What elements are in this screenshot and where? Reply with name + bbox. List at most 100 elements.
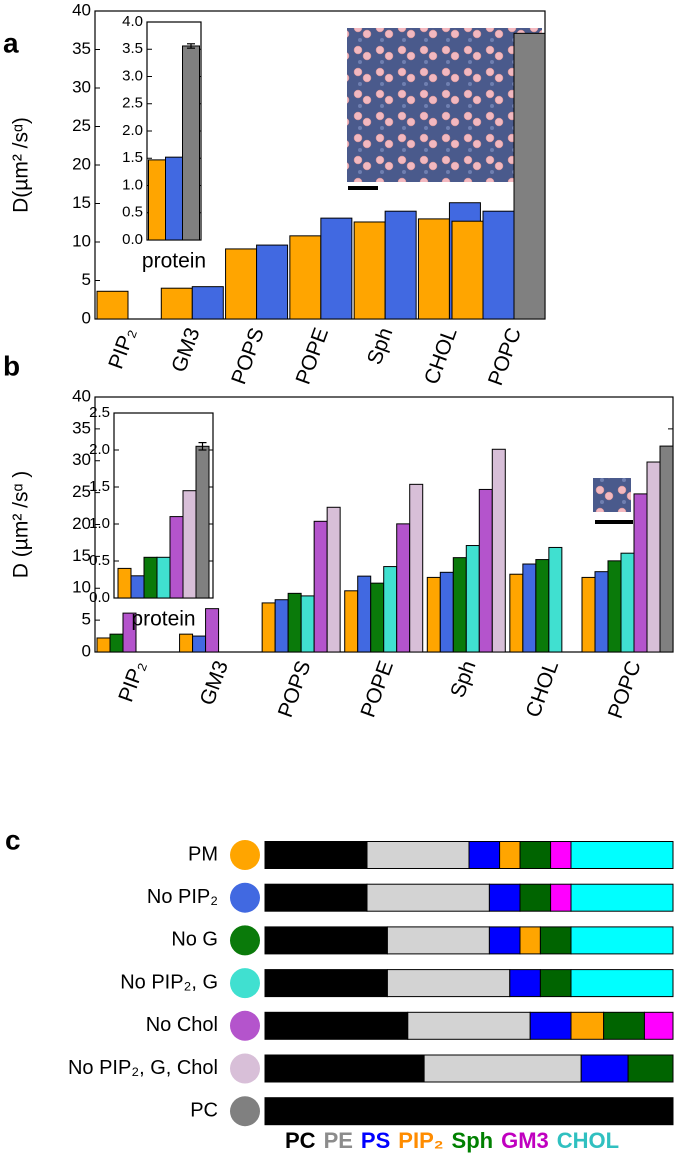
bar [451, 220, 484, 320]
bar [384, 210, 417, 320]
bar [581, 576, 596, 653]
row-label: PM [188, 843, 218, 865]
bar [522, 563, 537, 653]
condition-marker [230, 1096, 260, 1127]
x-tick-label: POPE [356, 658, 398, 721]
x-tick-label: POPS [274, 658, 316, 721]
x-tick-label: POPC [604, 658, 646, 722]
x-tick-label: CHOL [420, 325, 462, 388]
bar [256, 244, 289, 320]
bar [426, 576, 441, 653]
x-tick-label: GM3 [167, 325, 204, 376]
row-label: PC [190, 1099, 218, 1121]
composition-segment [488, 883, 521, 912]
composition-segment [423, 1054, 582, 1083]
condition-marker [230, 840, 260, 870]
y-tick-label: 20 [72, 154, 91, 173]
bar [165, 156, 183, 241]
x-tick-label: PIP₂ [104, 325, 140, 372]
bar [548, 546, 563, 653]
x-tick-label: POPS [227, 325, 269, 388]
y-tick-label: 25 [72, 116, 91, 135]
y-tick-label: 1.5 [89, 478, 110, 495]
composition-segment [643, 1011, 674, 1040]
bar [130, 575, 145, 599]
bar [326, 506, 341, 653]
bar [117, 567, 132, 599]
y-tick-label: 30 [72, 77, 91, 96]
y-tick-label: 40 [72, 0, 91, 19]
bar [179, 633, 194, 653]
y-tick-label: 15 [72, 546, 91, 565]
legend-label: PC [285, 1128, 316, 1153]
panel-label: b [3, 350, 20, 381]
bar [148, 159, 166, 241]
bar [409, 483, 424, 653]
bar [195, 445, 210, 599]
composition-segment [519, 841, 552, 869]
x-tick-label: Sph [446, 658, 480, 701]
y-tick-label: 2.0 [122, 122, 143, 139]
composition-segment [264, 969, 388, 998]
bar [513, 32, 546, 320]
condition-marker [230, 1010, 260, 1041]
bar [646, 461, 661, 653]
condition-marker [230, 1053, 260, 1084]
bar [96, 637, 111, 653]
y-tick-label: 0 [82, 641, 91, 660]
composition-segment [386, 969, 511, 998]
row-label: No PIP₂ [147, 886, 218, 908]
bar [192, 635, 207, 653]
bar [182, 45, 200, 241]
y-tick-label: 25 [72, 482, 91, 501]
bar [417, 218, 450, 320]
y-tick-label: 2.5 [89, 404, 110, 421]
bar [261, 602, 276, 653]
bar [659, 445, 674, 653]
y-axis-label: D(µm² /sᵅ) [10, 117, 33, 213]
bar [225, 248, 258, 320]
bar [396, 523, 411, 653]
composition-segment [570, 1011, 605, 1040]
membrane-snapshot [347, 28, 542, 182]
bar [482, 210, 515, 320]
bar [156, 556, 171, 599]
composition-segment [570, 926, 674, 955]
y-tick-label: 35 [72, 418, 91, 437]
y-tick-label: 20 [72, 514, 91, 533]
composition-segment [264, 841, 368, 869]
composition-segment [550, 883, 572, 912]
bar [313, 520, 328, 653]
bar [357, 575, 372, 653]
y-tick-label: 30 [72, 450, 91, 469]
composition-segment [519, 883, 552, 912]
bar [182, 490, 197, 599]
row-label: No PIP₂, G, Chol [68, 1057, 218, 1079]
y-tick-label: 10 [72, 578, 91, 597]
bar [439, 571, 454, 653]
row-label: No PIP₂, G [120, 971, 218, 993]
composition-segment [264, 1011, 409, 1040]
composition-segment [529, 1011, 572, 1040]
composition-segment [627, 1054, 674, 1083]
bar [465, 545, 480, 653]
y-tick-label: 2.5 [122, 95, 143, 112]
y-axis-label: D (µm² /sᵅ ) [10, 471, 33, 579]
bar [452, 557, 467, 653]
y-tick-label: 0 [82, 308, 91, 327]
y-tick-label: 10 [72, 231, 91, 250]
x-tick-label: POPC [484, 325, 526, 389]
bar [478, 488, 493, 653]
y-tick-label: 5 [82, 270, 91, 289]
composition-segment [509, 969, 541, 998]
composition-segment [519, 926, 541, 955]
condition-marker [230, 968, 260, 999]
x-tick-label: protein [142, 250, 206, 273]
composition-segment [366, 841, 470, 869]
y-tick-label: 1.0 [122, 176, 143, 193]
x-tick-label: Sph [363, 325, 397, 368]
bar [205, 608, 220, 653]
bar [370, 582, 385, 653]
composition-segment [264, 1097, 674, 1126]
